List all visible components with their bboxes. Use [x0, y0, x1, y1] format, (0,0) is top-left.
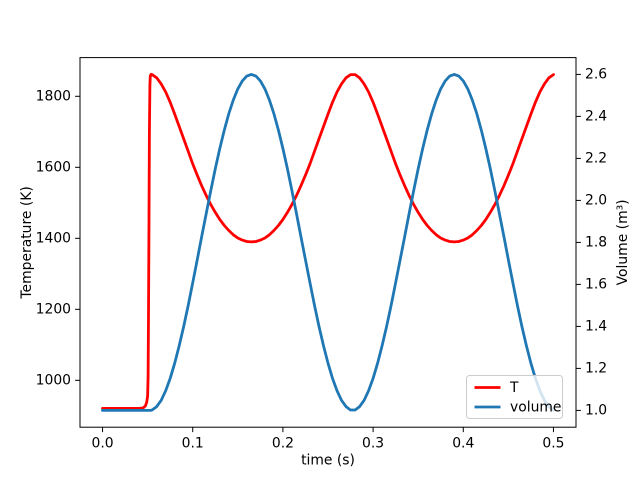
right-y-axis-label: Volume (m³): [615, 199, 631, 285]
right-y-tick-label: 1.0: [585, 402, 607, 418]
series-lines: [101, 72, 555, 412]
left-y-tick-label: 1600: [36, 159, 71, 175]
x-tick-label: 0.5: [542, 436, 564, 452]
right-y-tick-label: 2.4: [585, 108, 607, 124]
right-y-tick-label: 1.8: [585, 234, 607, 250]
legend-temperature-label: T: [509, 380, 519, 396]
right-y-axis-ticks: 1.0 1.2 1.4 1.6 1.8 2.0 2.2 2.4 2.6: [576, 66, 607, 418]
T-line: [101, 72, 555, 410]
left-y-tick-label: 1000: [36, 372, 71, 388]
right-y-tick-label: 1.4: [585, 318, 607, 334]
right-y-tick-label: 2.6: [585, 66, 607, 82]
right-y-tick-label: 1.6: [585, 276, 607, 292]
x-axis-label: time (s): [301, 453, 355, 469]
legend: T volume: [466, 375, 563, 419]
right-y-tick-label: 1.2: [585, 360, 607, 376]
volume-line: [101, 73, 555, 412]
left-y-tick-label: 1400: [36, 230, 71, 246]
right-y-tick-label: 2.0: [585, 192, 607, 208]
x-axis-ticks: 0.0 0.1 0.2 0.3 0.4 0.5: [91, 427, 565, 452]
left-y-tick-label: 1200: [36, 301, 71, 317]
x-tick-label: 0.4: [452, 436, 474, 452]
left-y-axis-label: Temperature (K): [19, 186, 35, 299]
x-tick-label: 0.1: [182, 436, 204, 452]
left-y-tick-label: 1800: [36, 88, 71, 104]
right-y-tick-label: 2.2: [585, 150, 607, 166]
x-tick-label: 0.0: [91, 436, 113, 452]
left-y-axis-ticks: 1000 1200 1400 1600 1800: [36, 88, 80, 388]
x-tick-label: 0.2: [272, 436, 294, 452]
legend-volume-label: volume: [510, 400, 561, 416]
x-tick-label: 0.3: [362, 436, 384, 452]
